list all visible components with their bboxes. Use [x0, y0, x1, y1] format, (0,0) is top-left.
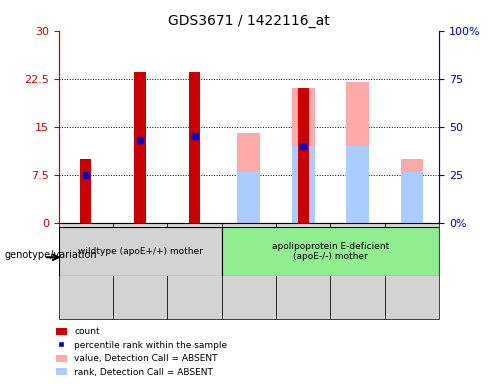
FancyBboxPatch shape: [330, 223, 385, 319]
Bar: [346, 82, 369, 223]
Bar: [134, 72, 146, 223]
Text: wildtype (apoE+/+) mother: wildtype (apoE+/+) mother: [78, 247, 203, 256]
Bar: [59, 227, 222, 276]
Bar: [292, 88, 315, 223]
FancyBboxPatch shape: [59, 223, 113, 319]
Bar: [298, 88, 309, 223]
Bar: [189, 72, 200, 223]
Bar: [401, 172, 424, 223]
Bar: [401, 159, 424, 223]
Text: genotype/variation: genotype/variation: [5, 250, 98, 260]
FancyBboxPatch shape: [167, 223, 222, 319]
Title: GDS3671 / 1422116_at: GDS3671 / 1422116_at: [168, 14, 330, 28]
FancyBboxPatch shape: [222, 223, 276, 319]
Text: apolipoprotein E-deficient
(apoE-/-) mother: apolipoprotein E-deficient (apoE-/-) mot…: [272, 242, 389, 261]
Bar: [346, 146, 369, 223]
Bar: [238, 172, 260, 223]
Bar: [238, 133, 260, 223]
Legend: count, percentile rank within the sample, value, Detection Call = ABSENT, rank, : count, percentile rank within the sample…: [53, 324, 230, 379]
Bar: [222, 227, 439, 276]
FancyBboxPatch shape: [113, 223, 167, 319]
FancyBboxPatch shape: [385, 223, 439, 319]
Bar: [292, 146, 315, 223]
FancyBboxPatch shape: [276, 223, 330, 319]
Bar: [80, 159, 91, 223]
